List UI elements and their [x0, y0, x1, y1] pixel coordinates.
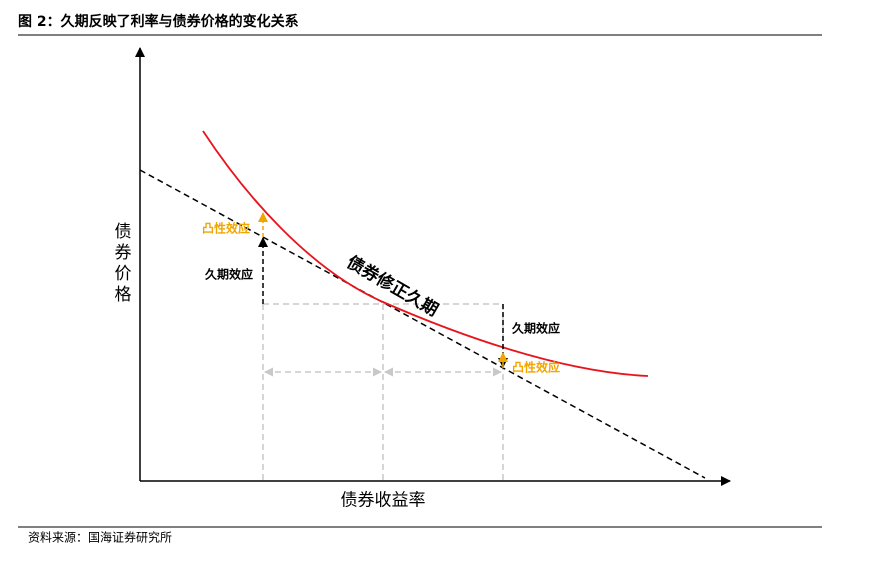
convexity-label: 凸性效应	[512, 360, 560, 375]
duration-label: 久期效应	[512, 321, 560, 336]
source: 资料来源：国海证券研究所	[28, 530, 172, 545]
x-axis-label: 债券收益率	[341, 491, 426, 511]
convexity-label: 凸性效应	[202, 221, 250, 236]
duration-label: 久期效应	[205, 267, 253, 282]
guides	[262, 303, 504, 481]
title: 图 2：久期反映了利率与债券价格的变化关系	[18, 13, 299, 30]
tangent-label: 债券修正久期	[343, 252, 442, 321]
y-axis-label: 债券价格	[111, 222, 132, 306]
tangent	[139, 169, 706, 479]
price-curve	[202, 130, 649, 377]
